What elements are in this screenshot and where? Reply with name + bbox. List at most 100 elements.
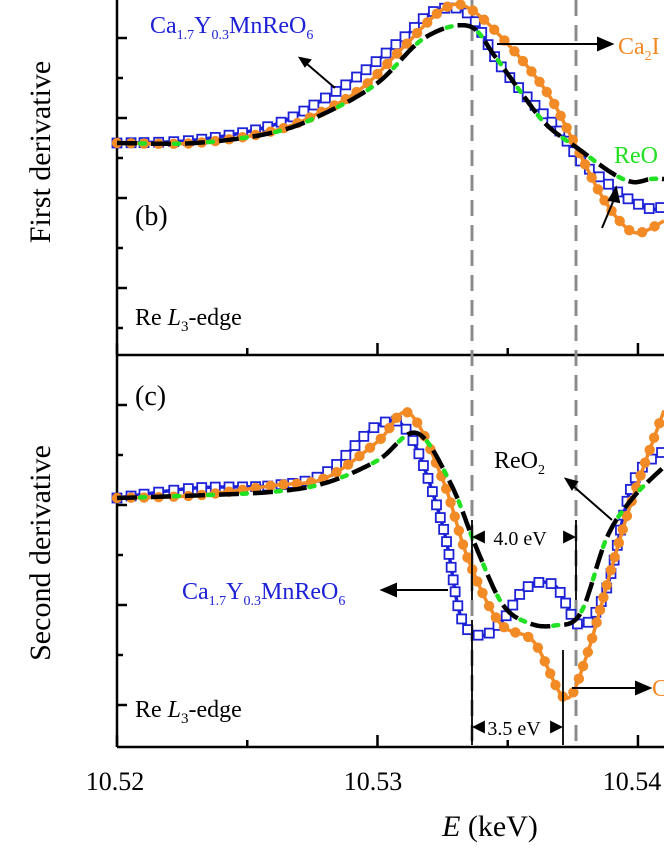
- series-b-1-point-23: [401, 38, 413, 49]
- series-c-1-point-40: [498, 621, 510, 633]
- series-c-0-point-39: [456, 613, 468, 625]
- series-c-1-point-10: [250, 482, 261, 494]
- series-b-1-point-20: [372, 68, 383, 80]
- series-c-0-point-21: [368, 422, 380, 434]
- series-b-1-point-25: [422, 17, 433, 28]
- series-b-1-point-30: [478, 14, 490, 25]
- series-c-0-point-45: [507, 599, 519, 611]
- series-c-1-point-61: [621, 510, 633, 522]
- series-b-1-point-46: [599, 195, 610, 206]
- label-blue-b: Ca1.7Y0.3MnReO6: [150, 13, 313, 43]
- arrow-green-b: [601, 185, 621, 229]
- series-b-0-point-22: [380, 47, 392, 59]
- series-b-1-point-33: [509, 46, 520, 57]
- series-c-0-point-36: [447, 574, 459, 586]
- panel-b-plot: [111, 0, 664, 238]
- series-c-0-point-29: [426, 486, 438, 498]
- series-c-1-point-20: [375, 433, 387, 444]
- series-b-1-point-39: [555, 110, 566, 122]
- series-b-1-point-40: [561, 122, 572, 133]
- series-b-0-point-52: [643, 203, 655, 214]
- series-c-1-point-39: [490, 612, 502, 623]
- series-c-0-point-26: [413, 448, 425, 460]
- series-b-1-point-24: [411, 27, 423, 39]
- series-c-0-point-42: [483, 627, 495, 639]
- panel-c-plot: [111, 407, 664, 702]
- series-b-0-point-21: [370, 56, 382, 68]
- series-c-1-point-58: [609, 552, 620, 563]
- series-c-0-point-30: [431, 499, 442, 511]
- series-c-1-point-59: [613, 537, 625, 549]
- series-c-1-point-31: [449, 511, 460, 522]
- series-c-0-point-32: [438, 523, 450, 535]
- series-b-1-point-45: [592, 184, 604, 195]
- series-b-1-point-31: [489, 24, 500, 35]
- series-c-1-point-65: [639, 457, 651, 468]
- series-b-1-point-50: [636, 227, 648, 238]
- series-c-0-point-27: [418, 460, 429, 471]
- series-c-0-point-19: [349, 440, 361, 451]
- series-c-1-point-43: [532, 642, 544, 653]
- series-b-1-point-29: [467, 5, 479, 16]
- x-axis-title: E (keV): [441, 810, 538, 843]
- series-c-1-point-19: [364, 442, 376, 453]
- series-c-1-point-68: [654, 418, 664, 429]
- series-c-1-point-48: [568, 687, 579, 698]
- series-c-1-point-64: [635, 470, 646, 481]
- series-b-0-point-19: [351, 71, 362, 83]
- series-c-1-point-18: [354, 450, 365, 462]
- series-c-0-point-51: [560, 597, 572, 609]
- series-c-0-point-48: [533, 577, 545, 588]
- series-c-1-point-50: [577, 660, 589, 672]
- series-c-1-point-54: [594, 604, 606, 616]
- label-reo2-c: ReO2: [494, 448, 545, 478]
- series-c-1-point-21: [384, 422, 395, 434]
- series-b-0-point-23: [390, 39, 402, 50]
- series-c-1-line: [116, 409, 664, 700]
- series-b-1-point-36: [534, 76, 545, 87]
- series-c-1-point-44: [539, 656, 550, 667]
- series-c-1-point-23: [402, 407, 413, 418]
- series-b-0-point-48: [603, 178, 614, 190]
- label-green-b: ReO: [614, 143, 658, 169]
- series-c-0-point-18: [340, 449, 352, 461]
- gap-3-5eV: [471, 620, 564, 745]
- series-c-1-point-34: [462, 552, 473, 563]
- series-c-0-point-40: [462, 624, 473, 636]
- series-c-1-point-51: [582, 646, 594, 658]
- arrow-orange-b: [497, 36, 615, 52]
- series-c-0-point-49: [545, 578, 557, 589]
- series-c-2-line: [116, 430, 664, 629]
- series-c-0-point-50: [554, 586, 566, 598]
- series-c-0-point-68: [656, 447, 664, 458]
- series-b-0-point-15: [308, 99, 320, 111]
- series-c-1-point-13: [291, 478, 303, 489]
- series-c-0-point-35: [445, 561, 457, 573]
- series-c-0-point-38: [452, 600, 464, 612]
- series-c-1-point-38: [483, 600, 495, 612]
- series-b-0-point-20: [360, 64, 372, 76]
- series-c-1-point-17: [342, 459, 354, 470]
- series-b-1-point-37: [541, 86, 552, 98]
- edge-label-c: Re L3-edge: [135, 697, 242, 727]
- series-c-1-point-24: [411, 417, 423, 428]
- series-c-1-point-52: [586, 633, 598, 644]
- series-c-0-point-28: [422, 472, 434, 484]
- series-b-1-point-49: [624, 224, 635, 236]
- arrow-reo2-c: [563, 477, 613, 521]
- label-blue-c: Ca1.7Y0.3MnReO6: [182, 579, 345, 609]
- series-c-0-point-54: [582, 616, 594, 628]
- series-c-1-point-46: [550, 679, 561, 691]
- series-b-1-point-28: [455, 0, 466, 10]
- y-axis-title-b: First derivative: [24, 61, 57, 243]
- series-c-0-point-34: [443, 548, 455, 560]
- x-tick-label-1: 10.52: [86, 767, 145, 796]
- series-c-1-point-41: [510, 627, 521, 638]
- series-b-0-point-51: [633, 198, 644, 210]
- series-c-0-point-33: [441, 536, 452, 548]
- series-c-1-point-45: [545, 668, 556, 679]
- series-c-0-point-20: [358, 430, 370, 442]
- series-c-1-point-12: [278, 479, 289, 490]
- series-c-0-point-41: [472, 629, 484, 641]
- series-c-1-point-37: [477, 587, 488, 599]
